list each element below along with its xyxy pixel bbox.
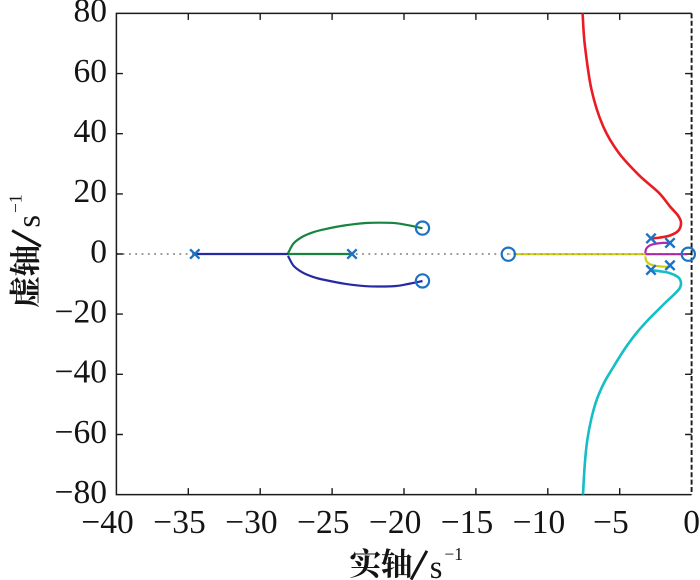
svg-text:−10: −10 <box>513 504 565 541</box>
svg-text:−35: −35 <box>153 504 205 541</box>
svg-text:−60: −60 <box>55 414 107 451</box>
svg-text:0: 0 <box>683 504 700 541</box>
svg-text:−1: −1 <box>444 544 463 564</box>
svg-text:−80: −80 <box>55 474 107 511</box>
svg-text:−1: −1 <box>5 194 25 213</box>
svg-text:−40: −40 <box>55 354 107 391</box>
svg-text:0: 0 <box>90 233 107 270</box>
svg-text:s: s <box>12 215 48 228</box>
svg-text:−30: −30 <box>225 504 277 541</box>
svg-text:40: 40 <box>74 113 108 150</box>
svg-text:80: 80 <box>74 0 108 30</box>
svg-text:s: s <box>430 550 443 580</box>
svg-text:60: 60 <box>74 53 108 90</box>
svg-text:−20: −20 <box>55 293 107 330</box>
svg-text:−20: −20 <box>369 504 421 541</box>
svg-text:−25: −25 <box>297 504 349 541</box>
svg-text:−15: −15 <box>441 504 493 541</box>
svg-text:−5: −5 <box>593 504 629 541</box>
svg-text:−40: −40 <box>81 504 133 541</box>
svg-text:20: 20 <box>74 173 108 210</box>
